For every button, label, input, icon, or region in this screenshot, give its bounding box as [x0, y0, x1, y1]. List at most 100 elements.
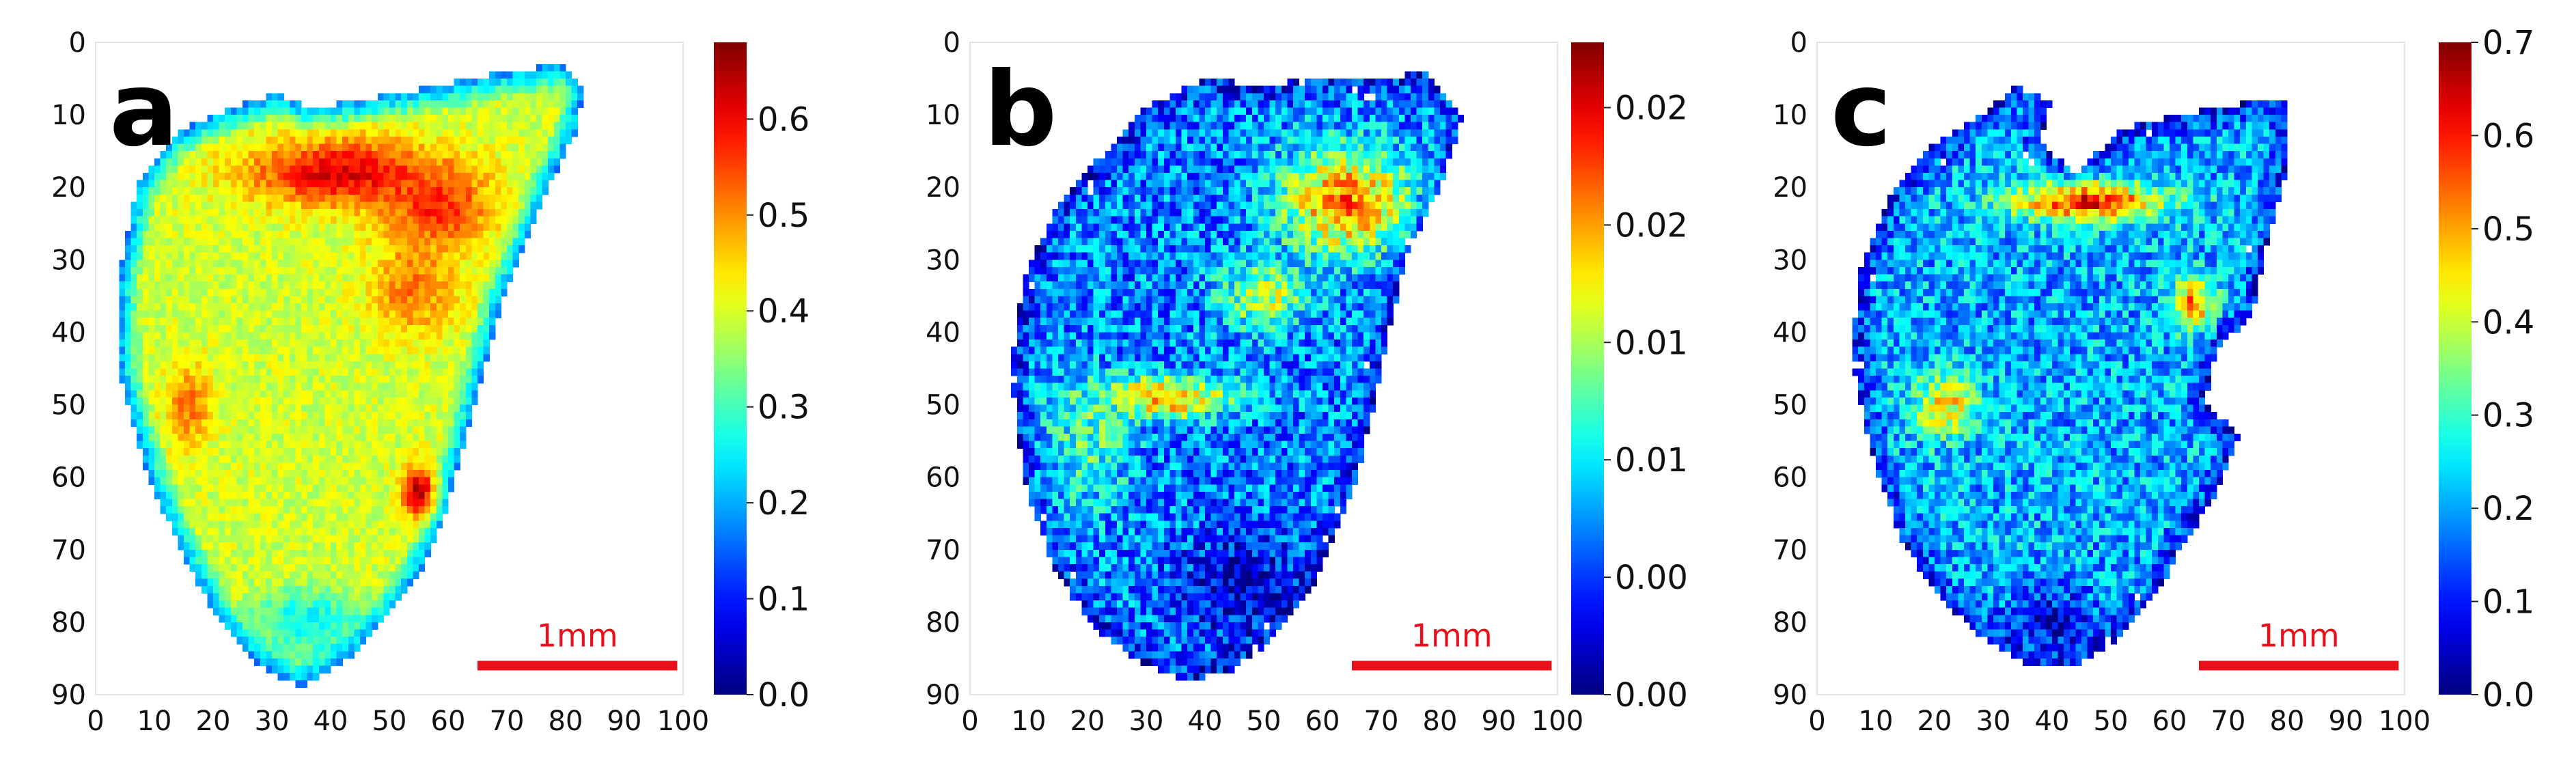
- x-tick-label: 80: [549, 706, 583, 737]
- y-tick-label: 60: [1773, 462, 1808, 494]
- y-tick-label: 70: [51, 535, 86, 566]
- y-tick-label: 50: [51, 390, 86, 421]
- x-tick-label: 20: [196, 706, 231, 737]
- y-tick-label: 0: [69, 27, 86, 59]
- colorbar-tick-label: 0.5: [758, 197, 809, 235]
- heatmap-cells: [1852, 85, 2288, 667]
- x-tick-label: 10: [1859, 706, 1894, 737]
- x-tick-label: 40: [2035, 706, 2070, 737]
- x-tick-label: 30: [1129, 706, 1164, 737]
- y-tick-label: 50: [926, 390, 960, 421]
- colorbar-tick-label: 0.4: [2482, 303, 2534, 342]
- x-tick-label: 30: [255, 706, 290, 737]
- panel-label: b: [984, 51, 1057, 169]
- x-tick-label: 100: [2379, 706, 2430, 737]
- colorbar-tick-label: 0.1: [2482, 583, 2534, 622]
- colorbar-tick-label: 0.4: [758, 292, 809, 331]
- colorbar-tick-label: 0.5: [2482, 210, 2534, 249]
- colorbar-tick-label: 0.00: [1615, 676, 1688, 714]
- x-tick-label: 100: [1532, 706, 1583, 737]
- y-tick-label: 0: [943, 27, 960, 59]
- x-tick-label: 60: [2152, 706, 2187, 737]
- colorbar-tick-label: 0.6: [2482, 117, 2534, 155]
- x-tick-label: 80: [2270, 706, 2305, 737]
- scale-bar-label: 1mm: [2258, 617, 2340, 654]
- x-tick-label: 40: [1188, 706, 1223, 737]
- scale-bar-label: 1mm: [1411, 617, 1493, 654]
- colorbar-tick-label: 0.02: [1615, 206, 1688, 245]
- y-tick-label: 30: [1773, 245, 1808, 276]
- x-tick-label: 90: [607, 706, 642, 737]
- y-tick-label: 20: [51, 172, 86, 204]
- x-tick-label: 50: [2094, 706, 2129, 737]
- heatmap-cells: [119, 64, 584, 688]
- x-tick-label: 50: [1247, 706, 1282, 737]
- colorbar-tick-label: 0.01: [1615, 324, 1688, 362]
- colorbar: [714, 42, 747, 695]
- x-tick-label: 100: [657, 706, 709, 737]
- colorbar-tick-label: 0.2: [2482, 490, 2534, 528]
- y-tick-label: 60: [51, 462, 86, 494]
- y-tick-label: 10: [1773, 100, 1808, 131]
- heatmap-cells: [1011, 71, 1464, 681]
- y-tick-label: 70: [1773, 535, 1808, 566]
- x-tick-label: 0: [961, 706, 978, 737]
- panel-label: c: [1831, 51, 1892, 169]
- colorbar-tick-label: 0.1: [758, 581, 809, 619]
- colorbar-tick-label: 0.0: [758, 676, 809, 714]
- colorbar-tick-label: 0.02: [1615, 89, 1688, 128]
- colorbar-tick-label: 0.3: [758, 389, 809, 427]
- x-tick-label: 10: [1012, 706, 1047, 737]
- colorbar: [1571, 42, 1604, 695]
- y-tick-label: 10: [926, 100, 960, 131]
- colorbar-tick-label: 0.01: [1615, 441, 1688, 479]
- x-tick-label: 70: [2211, 706, 2246, 737]
- colorbar-tick-label: 0.7: [2482, 24, 2534, 62]
- y-tick-label: 30: [51, 245, 86, 276]
- y-tick-label: 90: [926, 680, 960, 711]
- x-tick-label: 20: [1917, 706, 1952, 737]
- x-tick-label: 20: [1070, 706, 1105, 737]
- x-tick-label: 60: [1305, 706, 1340, 737]
- y-tick-label: 10: [51, 100, 86, 131]
- y-tick-label: 50: [1773, 390, 1808, 421]
- y-tick-label: 80: [926, 607, 960, 639]
- y-tick-label: 90: [1773, 680, 1808, 711]
- panel-c: 0 10 20 30 40 50 60 70 80 90 100 0 10 20 30 40 50 60 70 80 9…: [1773, 24, 2534, 737]
- y-tick-label: 0: [1790, 27, 1808, 59]
- x-tick-label: 0: [1808, 706, 1825, 737]
- x-tick-label: 60: [431, 706, 466, 737]
- colorbar-tick-label: 0.6: [758, 100, 809, 139]
- panel-b: 0 10 20 30 40 50 60 70 80 90 100 0 10 20 30 40 50 60 70 80 9…: [926, 27, 1688, 737]
- colorbar: [2439, 42, 2471, 695]
- x-tick-label: 40: [314, 706, 348, 737]
- colorbar-tick-label: 0.2: [758, 484, 809, 523]
- panel-label: a: [109, 51, 178, 169]
- y-tick-label: 30: [926, 245, 960, 276]
- y-tick-label: 90: [51, 680, 86, 711]
- colorbar-tick-label: 0.3: [2482, 397, 2534, 435]
- x-tick-label: 70: [1364, 706, 1399, 737]
- x-tick-label: 30: [1976, 706, 2011, 737]
- y-tick-label: 40: [51, 317, 86, 348]
- x-tick-label: 0: [87, 706, 104, 737]
- y-tick-label: 70: [926, 535, 960, 566]
- y-tick-label: 20: [1773, 172, 1808, 204]
- y-tick-label: 40: [926, 317, 960, 348]
- x-tick-label: 80: [1423, 706, 1458, 737]
- panel-a: 0 10 20 30 40 50 60 70 80 90 100 0 10 20 30 40 50 60 70 80 9…: [51, 27, 809, 737]
- y-tick-label: 40: [1773, 317, 1808, 348]
- x-tick-label: 10: [137, 706, 172, 737]
- x-tick-label: 90: [2329, 706, 2364, 737]
- y-tick-label: 80: [51, 607, 86, 639]
- y-tick-label: 20: [926, 172, 960, 204]
- x-tick-label: 50: [372, 706, 407, 737]
- x-tick-label: 70: [490, 706, 525, 737]
- x-tick-label: 90: [1482, 706, 1516, 737]
- scale-bar-label: 1mm: [537, 617, 618, 654]
- colorbar-tick-label: 0.0: [2482, 676, 2534, 714]
- y-tick-label: 60: [926, 462, 960, 494]
- y-tick-label: 80: [1773, 607, 1808, 639]
- colorbar-tick-label: 0.00: [1615, 559, 1688, 597]
